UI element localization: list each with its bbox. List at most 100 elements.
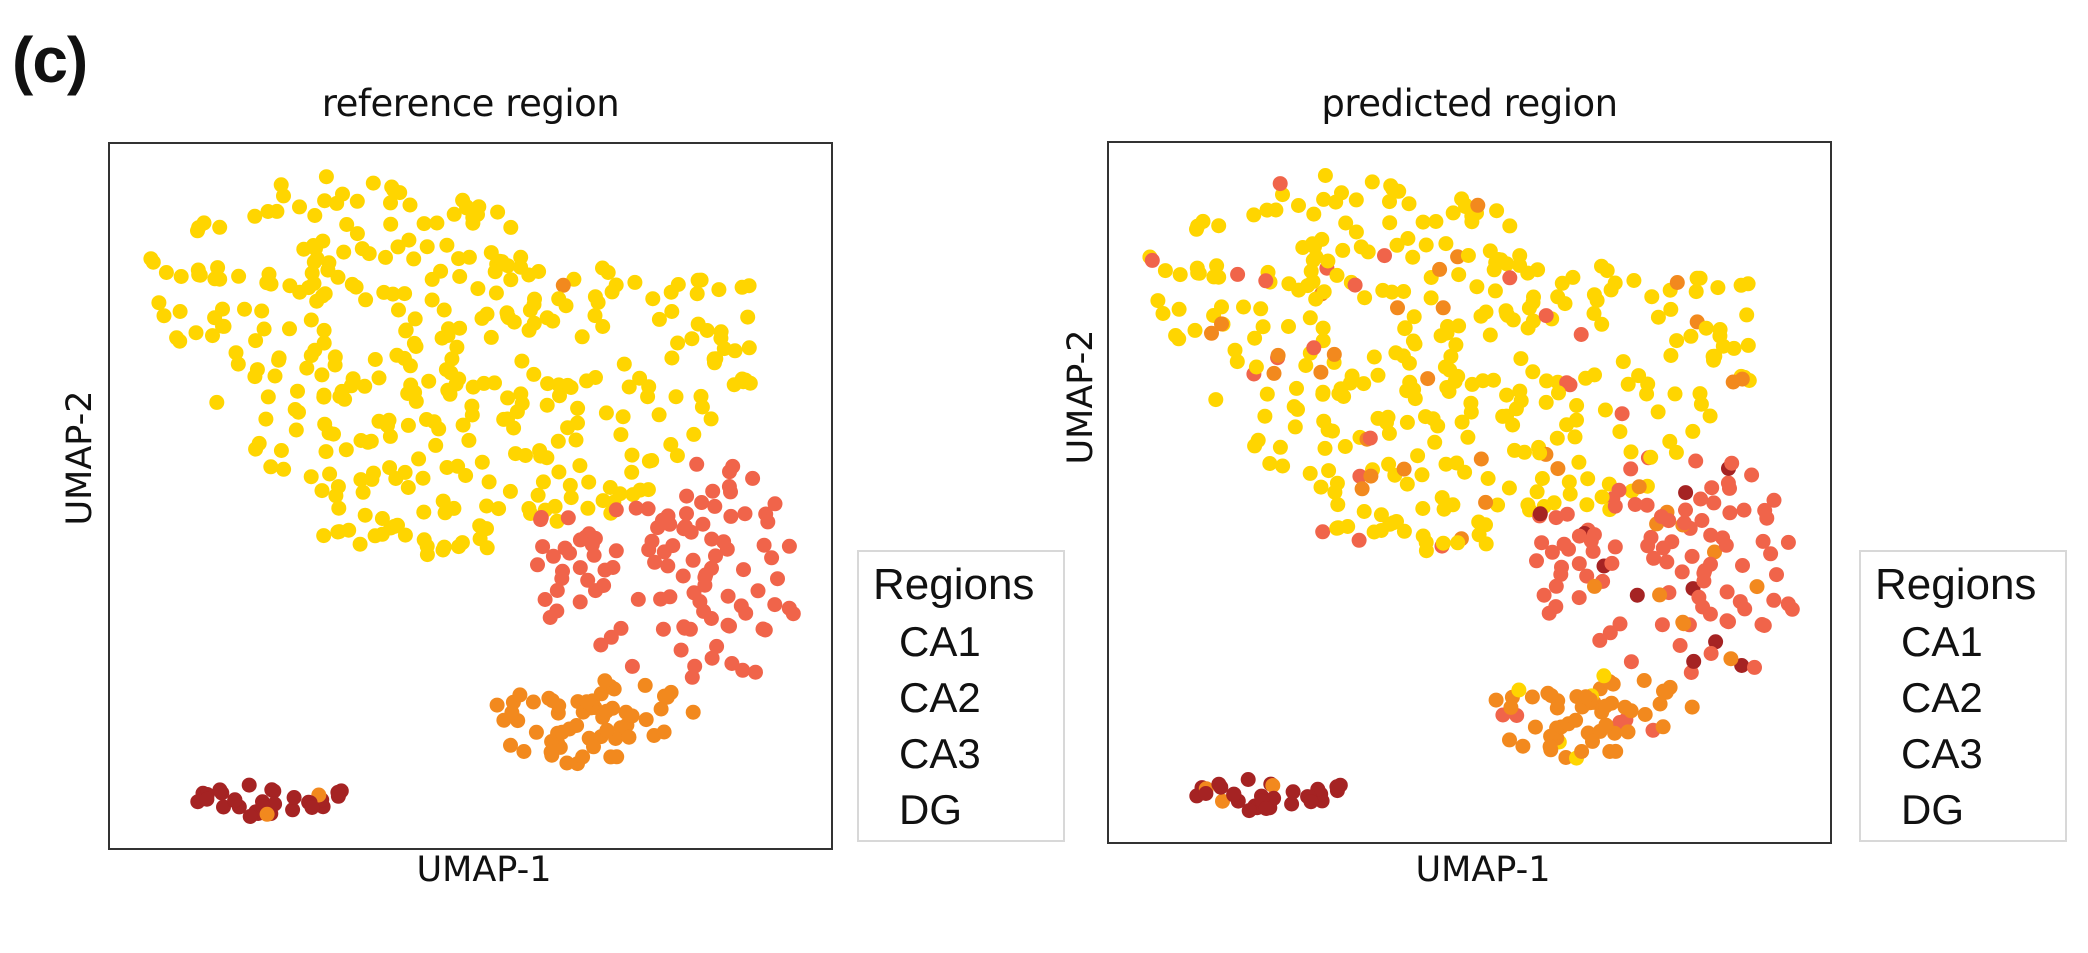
point-dg — [285, 802, 301, 818]
legend-item-ca2: CA2 — [1901, 674, 1983, 721]
point-ca1 — [586, 547, 602, 563]
point-ca3 — [403, 377, 419, 393]
point-ca2 — [1270, 347, 1286, 363]
figure-panel-label: (c) — [12, 24, 88, 96]
point-ca1 — [685, 552, 701, 568]
point-ca3 — [668, 389, 684, 405]
point-ca3 — [428, 437, 444, 453]
point-ca1 — [1611, 482, 1627, 498]
point-ca3 — [663, 437, 679, 452]
point-ca3 — [231, 268, 247, 284]
point-ca3 — [588, 370, 603, 385]
point-ca3 — [1569, 398, 1585, 413]
point-ca3 — [390, 239, 406, 255]
point-ca1 — [624, 658, 640, 674]
point-ca3 — [1172, 267, 1188, 283]
point-ca3 — [273, 177, 289, 193]
point-ca2 — [1568, 712, 1584, 728]
point-ca3 — [1415, 501, 1431, 516]
point-ca3 — [1650, 404, 1666, 420]
point-dg — [1629, 587, 1645, 603]
point-ca2 — [1636, 673, 1652, 688]
point-ca2 — [1215, 793, 1230, 809]
point-ca1 — [1755, 533, 1771, 549]
point-ca1 — [1722, 505, 1738, 521]
point-ca1 — [530, 557, 545, 573]
point-ca1 — [745, 470, 761, 486]
point-ca2 — [599, 703, 615, 719]
point-ca3 — [1418, 409, 1433, 425]
point-ca3 — [364, 471, 380, 487]
point-ca3 — [726, 377, 742, 393]
x-axis-label-reference: UMAP-1 — [416, 850, 552, 890]
point-ca3 — [521, 322, 537, 338]
point-ca3 — [415, 470, 431, 486]
point-ca3 — [693, 272, 709, 288]
point-ca3 — [1511, 682, 1527, 698]
point-ca3 — [282, 278, 298, 294]
point-ca3 — [1316, 413, 1332, 429]
point-ca3 — [436, 539, 452, 555]
point-ca3 — [1698, 320, 1714, 336]
point-ca3 — [215, 301, 230, 317]
point-ca1 — [1744, 467, 1760, 483]
point-ca3 — [1712, 322, 1728, 337]
point-ca3 — [1663, 301, 1679, 317]
point-ca3 — [1490, 497, 1506, 513]
point-ca3 — [1356, 504, 1372, 519]
point-ca3 — [1489, 203, 1505, 219]
point-ca3 — [435, 493, 451, 509]
point-ca3 — [374, 526, 390, 542]
point-ca3 — [686, 426, 702, 442]
point-ca3 — [446, 206, 462, 222]
point-ca3 — [1685, 423, 1701, 439]
point-ca3 — [632, 482, 648, 498]
point-ca3 — [1471, 514, 1487, 530]
point-ca3 — [595, 319, 611, 334]
point-ca3 — [336, 244, 352, 260]
point-ca1 — [1502, 270, 1518, 286]
point-ca3 — [1626, 273, 1642, 288]
point-ca3 — [651, 407, 667, 423]
point-ca3 — [1259, 202, 1275, 218]
point-ca3 — [455, 417, 471, 433]
point-ca3 — [1259, 386, 1275, 402]
point-ca1 — [1737, 601, 1753, 617]
point-ca1 — [708, 548, 723, 564]
point-ca3 — [708, 351, 724, 367]
point-ca3 — [1370, 367, 1386, 383]
point-ca1 — [1607, 498, 1623, 514]
point-dg — [286, 790, 302, 805]
point-ca1 — [724, 656, 740, 671]
point-ca3 — [258, 411, 274, 427]
point-ca1 — [549, 583, 565, 598]
point-ca3 — [1315, 386, 1331, 402]
point-ca3 — [1171, 331, 1187, 347]
legend-title: Regions — [873, 560, 1035, 609]
point-ca3 — [1507, 442, 1522, 458]
point-ca3 — [711, 282, 727, 298]
point-ca3 — [1373, 507, 1389, 523]
point-ca3 — [205, 328, 220, 344]
point-ca3 — [230, 356, 246, 372]
point-dg — [330, 784, 346, 800]
point-ca3 — [1487, 283, 1503, 299]
point-ca3 — [1302, 310, 1318, 326]
point-ca3 — [539, 397, 555, 413]
point-ca3 — [145, 254, 161, 270]
point-ca3 — [1445, 205, 1461, 221]
point-ca3 — [1397, 320, 1413, 336]
point-ca1 — [781, 600, 797, 616]
point-ca3 — [318, 169, 334, 185]
point-ca3 — [1300, 278, 1316, 294]
point-ca3 — [514, 353, 530, 369]
point-dg — [1734, 658, 1750, 673]
point-ca3 — [1471, 527, 1487, 543]
point-ca3 — [1594, 316, 1610, 332]
point-ca1 — [613, 620, 629, 636]
point-ca3 — [487, 264, 503, 280]
point-ca3 — [441, 321, 456, 337]
point-ca1 — [689, 456, 705, 472]
point-ca1 — [1703, 527, 1719, 543]
point-ca3 — [514, 396, 530, 411]
